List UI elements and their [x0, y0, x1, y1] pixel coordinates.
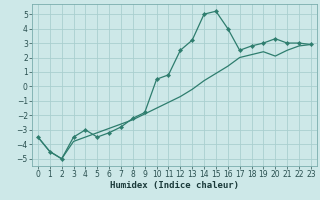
X-axis label: Humidex (Indice chaleur): Humidex (Indice chaleur)	[110, 181, 239, 190]
